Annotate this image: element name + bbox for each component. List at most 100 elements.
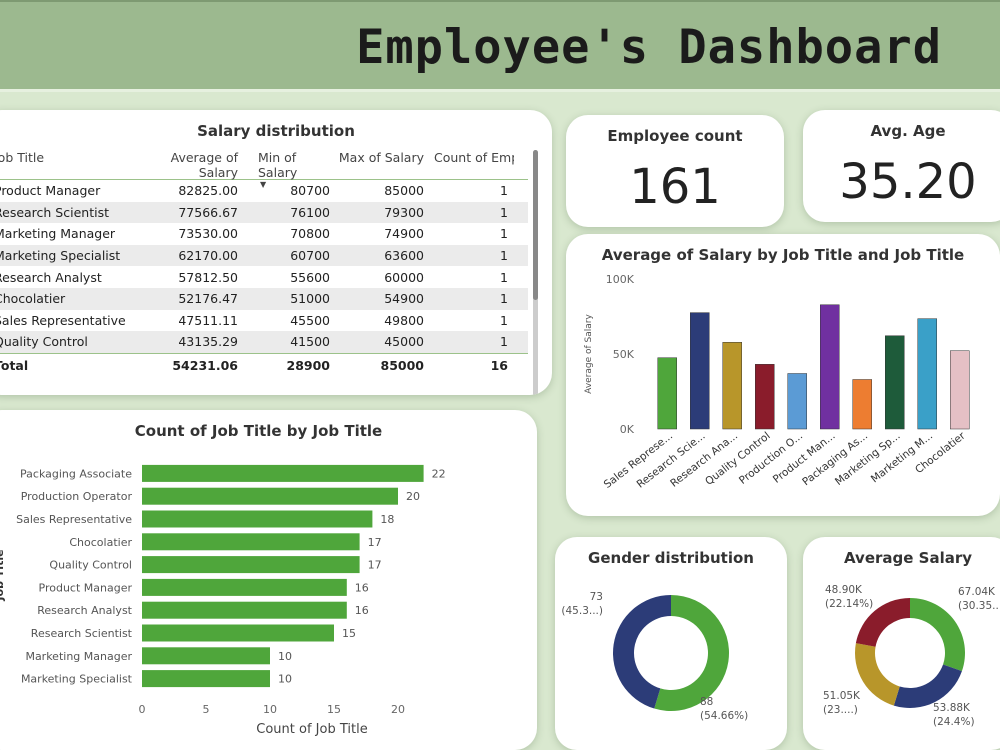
bar[interactable] [142,601,347,619]
bar[interactable] [142,670,270,688]
job-count-chart-card[interactable]: Count of Job Title by Job Title Job Titl… [0,410,537,750]
data-label-percent: (45.3...) [561,605,603,617]
average-salary-card[interactable]: Average Salary 67.04K (30.35...) 53.88K (24… [803,537,1000,750]
y-tick-label: Product Manager [39,581,133,594]
table-cell: 79300 [384,204,424,220]
data-label-value: 88 [700,696,713,708]
table-row[interactable]: Quality Control 43135.29 41500 45000 1 [0,331,528,353]
table-row[interactable]: Marketing Specialist 62170.00 60700 63600 1 [0,244,528,267]
total-max: 85000 [380,357,425,373]
gender-donut-chart[interactable]: 88 (54.66%) 73 (45.3...) [555,537,787,750]
table-header-row: Job Title Average of Salary Min of Salar… [0,148,528,189]
donut-slice[interactable] [893,664,962,708]
donut-slice[interactable] [910,598,965,672]
data-label: 17 [368,559,382,572]
bar[interactable] [820,304,840,430]
bar[interactable] [142,533,360,551]
job-count-chart[interactable]: Job Title Packaging Associate 22 Production… [0,410,537,750]
vertical-scrollbar-thumb[interactable] [533,150,538,300]
table-cell: Sales Representative [0,312,126,328]
salary-distribution-table-card[interactable]: Salary distribution Job Title Average of… [0,110,552,395]
table-cell: 55600 [290,269,330,285]
employee-count-value: 161 [629,159,721,215]
table-cell: 47511.11 [178,312,238,328]
dashboard-header: Employee's Dashboard [0,0,1000,92]
employee-count-card[interactable]: Employee count 161 [566,115,784,227]
avg-salary-donut-chart[interactable]: 67.04K (30.35...) 53.88K (24.4%) 51.05K (23..… [803,537,1000,750]
bar[interactable] [142,647,270,665]
data-label: 20 [406,490,420,503]
data-label-percent: (22.14%) [825,598,873,610]
salary-table[interactable]: Job Title Average of Salary Min of Salar… [0,148,528,377]
bar[interactable] [917,318,937,430]
col-header-min-salary[interactable]: Min of Salary ▼ [238,148,330,189]
col-header-max-salary[interactable]: Max of Salary [338,150,424,165]
bar[interactable] [690,312,710,430]
vertical-scrollbar[interactable] [533,150,538,395]
y-tick-label: Marketing Manager [25,650,132,663]
bar[interactable] [142,556,360,574]
col-header-avg-salary[interactable]: Average of Salary [170,150,238,180]
employee-count-label: Employee count [607,127,743,145]
table-cell: 73530.00 [178,226,238,242]
table-cell: 1 [500,269,508,285]
bar[interactable] [142,578,347,596]
data-label-value: 73 [590,591,603,603]
donut-slice[interactable] [855,598,910,647]
table-cell: 1 [500,204,508,220]
data-label: 16 [355,604,369,617]
table-cell: 52176.47 [178,291,238,307]
table-cell: 1 [500,291,508,307]
table-cell: 51000 [290,291,330,307]
y-tick-label: Chocolatier [69,536,132,549]
table-cell: Research Analyst [0,269,102,285]
data-label-percent: (24.4%) [933,716,975,728]
donut-slice[interactable] [654,595,729,711]
y-tick-label: Research Scientist [31,627,133,640]
bar[interactable] [852,379,872,430]
total-label: Total [0,357,29,373]
table-cell: 76100 [290,204,330,220]
table-row[interactable]: Research Analyst 57812.50 55600 60000 1 [0,266,528,288]
gender-distribution-card[interactable]: Gender distribution 88 (54.66%) 73 (45.3...… [555,537,787,750]
col-header-job-title[interactable]: Job Title [0,150,45,165]
col-header-min-salary-label: Min of Salary [258,150,298,180]
avg-age-card[interactable]: Avg. Age 35.20 [803,110,1000,222]
table-row[interactable]: Research Scientist 77566.67 76100 79300 1 [0,201,528,224]
donut-slice[interactable] [613,595,671,709]
data-label-percent: (23....) [823,704,858,716]
y-tick-label: 0K [620,423,635,436]
donut-slice[interactable] [855,643,900,706]
bar[interactable] [142,510,373,528]
table-row[interactable]: Chocolatier 52176.47 51000 54900 1 [0,287,528,310]
bar[interactable] [755,364,775,430]
y-tick-label: Research Analyst [37,604,132,617]
data-label-value: 48.90K [825,584,863,596]
table-cell: 45000 [384,334,424,350]
table-cell: 1 [500,248,508,264]
table-cell: 60700 [290,248,330,264]
table-cell: 62170.00 [178,248,238,264]
bar[interactable] [142,487,398,505]
bar[interactable] [787,373,807,430]
avg-age-label: Avg. Age [870,122,946,140]
total-min: 28900 [286,357,331,373]
data-label-value: 51.05K [823,690,861,702]
bar[interactable] [950,350,970,430]
table-row[interactable]: Sales Representative 47511.11 45500 49800 1 [0,310,528,332]
bar[interactable] [142,624,334,642]
gender-chart-title: Gender distribution [588,549,754,567]
col-header-count-emp[interactable]: Count of Emp ID [434,150,514,165]
avg-salary-by-job-chart-card[interactable]: Average of Salary by Job Title and Job T… [566,234,1000,516]
table-row[interactable]: Marketing Manager 73530.00 70800 74900 1 [0,223,528,245]
bar[interactable] [657,357,677,430]
bar[interactable] [142,464,424,482]
table-cell: 63600 [384,248,424,264]
y-tick-label: 50K [613,348,635,361]
bar[interactable] [722,342,742,430]
table-row[interactable]: Product Manager 82825.00 80700 85000 1 [0,180,528,202]
bar[interactable] [885,335,905,430]
table-cell: 74900 [384,226,424,242]
table-body: Product Manager 82825.00 80700 85000 1 Resear… [0,180,528,353]
